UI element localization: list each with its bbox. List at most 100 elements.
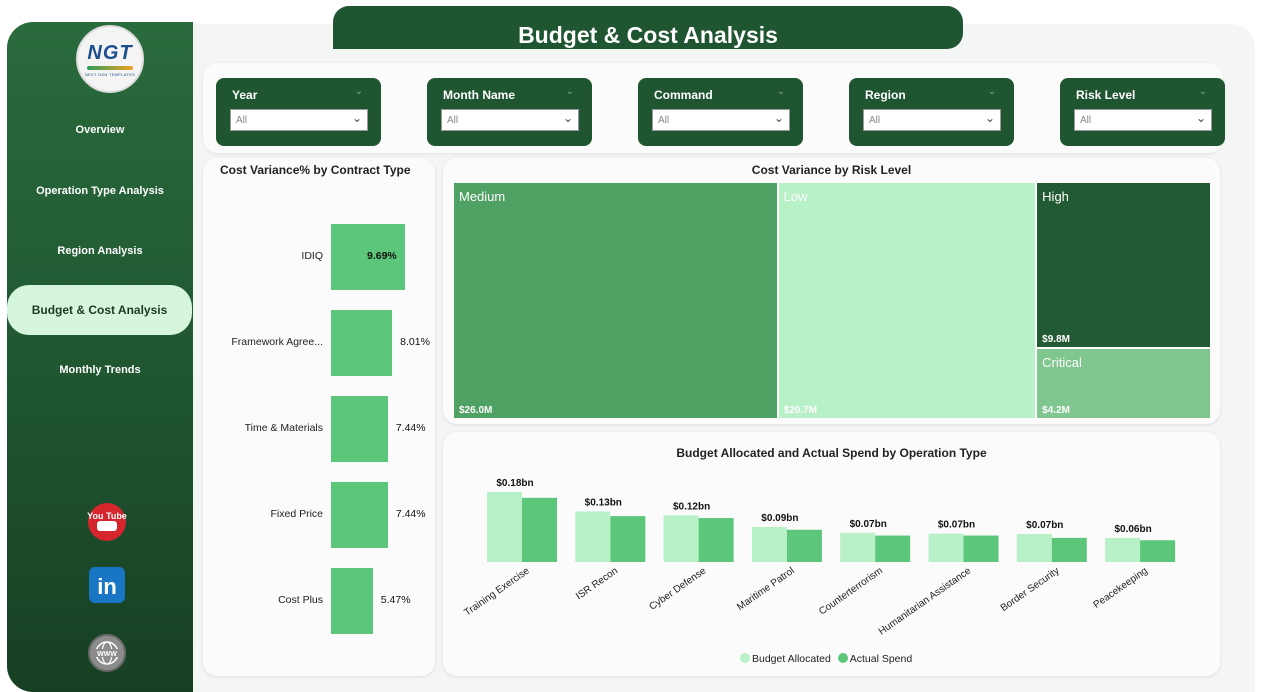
slicer-risk-level: Risk Level ⌄ All ⌄	[1060, 78, 1225, 146]
slicer-label: Month Name	[443, 88, 515, 102]
budget-allocated-bar[interactable]	[840, 532, 876, 562]
budget-vs-spend-card: Budget Allocated and Actual Spend by Ope…	[443, 432, 1220, 676]
legend-budget-label: Budget Allocated	[752, 653, 831, 665]
nav-region-analysis[interactable]: Region Analysis	[57, 245, 143, 257]
treemap-cell-critical[interactable]: Critical $4.2M	[1037, 348, 1210, 418]
contract-value-label: 5.47%	[380, 594, 411, 606]
contract-bar[interactable]	[331, 310, 393, 376]
treemap-cell-medium[interactable]: Medium $26.0M	[454, 183, 777, 418]
chevron-down-icon: ⌄	[1195, 111, 1206, 125]
actual-spend-bar[interactable]	[786, 529, 822, 562]
budget-allocated-bar[interactable]	[575, 511, 611, 562]
legend-budget-swatch	[740, 653, 750, 663]
treemap-cell-name: Low	[783, 189, 808, 204]
linkedin-icon[interactable]: in	[87, 565, 127, 605]
treemap-cell-value: $26.0M	[459, 405, 493, 416]
contract-value-label: 7.44%	[395, 422, 426, 434]
nav-operation-type-analysis[interactable]: Operation Type Analysis	[36, 185, 164, 197]
treemap-cell-name: High	[1042, 189, 1069, 204]
chevron-down-icon[interactable]: ⌄	[776, 86, 785, 97]
treemap-cell-value: $4.2M	[1042, 404, 1070, 416]
group-total-label: $0.07bn	[1026, 520, 1063, 531]
budget-allocated-bar[interactable]	[751, 527, 787, 562]
dropdown-value: All	[236, 115, 248, 126]
group-total-label: $0.06bn	[1114, 524, 1151, 535]
nav-monthly-trends[interactable]: Monthly Trends	[59, 364, 141, 376]
chevron-down-icon: ⌄	[773, 111, 784, 125]
treemap-cell-high[interactable]: High $9.8M	[1037, 183, 1210, 347]
website-label: WWW	[97, 651, 117, 658]
actual-spend-bar[interactable]	[1051, 537, 1087, 562]
operation-type-tick-label: Maritime Patrol	[735, 565, 796, 613]
group-total-label: $0.18bn	[496, 478, 533, 489]
logo-subtext: NEXT GEN TEMPLATES	[84, 71, 136, 77]
operation-type-tick-label: Cyber Defense	[647, 565, 708, 613]
chevron-down-icon[interactable]: ⌄	[354, 86, 363, 97]
operation-type-tick-label: Counterterrorism	[817, 565, 885, 617]
chart-legend: Budget Allocated Actual Spend	[740, 653, 912, 665]
contract-category-label: Framework Agree...	[231, 336, 323, 348]
nav-budget-cost-analysis[interactable]: Budget & Cost Analysis	[7, 285, 192, 335]
treemap-cell-value: $20.7M	[783, 405, 818, 416]
contract-bar[interactable]	[331, 482, 388, 548]
youtube-icon[interactable]: You Tube	[87, 502, 127, 542]
operation-type-tick-label: ISR Recon	[574, 565, 620, 602]
actual-spend-bar[interactable]	[963, 535, 999, 562]
actual-spend-bar[interactable]	[610, 516, 646, 562]
youtube-label: You Tube	[87, 511, 127, 521]
risk-chart-title: Cost Variance by Risk Level	[751, 163, 912, 177]
contract-bar[interactable]	[331, 396, 388, 462]
chevron-down-icon: ⌄	[984, 111, 995, 125]
budget-allocated-bar[interactable]	[663, 515, 699, 562]
contract-value-label: 9.69%	[367, 250, 397, 262]
budget-allocated-bar[interactable]	[1105, 537, 1141, 562]
ngt-logo: NGT NEXT GEN TEMPLATES	[76, 25, 144, 93]
logo-swoosh	[87, 65, 133, 70]
contract-bar[interactable]	[331, 568, 373, 634]
contract-category-label: Time & Materials	[244, 422, 323, 434]
website-icon[interactable]: WWW	[87, 633, 127, 673]
actual-spend-bar[interactable]	[875, 535, 911, 562]
budget-allocated-bar[interactable]	[928, 533, 964, 562]
contract-category-label: IDIQ	[301, 250, 323, 262]
contract-value-label: 8.01%	[400, 336, 430, 348]
chevron-down-icon[interactable]: ⌄	[565, 86, 574, 97]
actual-spend-bar[interactable]	[1140, 540, 1176, 562]
treemap-cell-name: Medium	[459, 189, 506, 204]
operation-type-tick-label: Border Security	[999, 565, 1062, 614]
legend-actual-label: Actual Spend	[849, 653, 913, 665]
slicer-label: Region	[865, 88, 906, 102]
sidebar: NGT NEXT GEN TEMPLATES Overview Operatio…	[7, 22, 193, 692]
slicer-label: Year	[232, 88, 258, 102]
slicer-year: Year ⌄ All ⌄	[216, 78, 381, 146]
year-dropdown[interactable]: All ⌄	[230, 109, 368, 131]
operation-type-tick-label: Humanitarian Assistance	[877, 565, 974, 637]
page-title: Budget & Cost Analysis	[333, 6, 963, 49]
region-dropdown[interactable]: All ⌄	[863, 109, 1001, 131]
actual-spend-bar[interactable]	[698, 518, 734, 562]
linkedin-label: in	[97, 574, 117, 599]
budget-vs-spend-chart: $0.18bn Training Exercise $0.13bn ISR Recon…	[462, 478, 1176, 638]
actual-spend-bar[interactable]	[522, 497, 557, 562]
dropdown-value: All	[447, 115, 459, 126]
dropdown-value: All	[1080, 115, 1092, 126]
command-dropdown[interactable]: All ⌄	[652, 109, 790, 131]
group-total-label: $0.12bn	[673, 501, 710, 512]
budget-allocated-bar[interactable]	[1016, 534, 1052, 562]
budget-allocated-bar[interactable]	[487, 492, 522, 562]
risk-level-dropdown[interactable]: All ⌄	[1074, 109, 1212, 131]
nav-overview[interactable]: Overview	[75, 124, 125, 136]
contract-chart-title: Cost Variance% by Contract Type	[220, 163, 411, 177]
chevron-down-icon[interactable]: ⌄	[1198, 86, 1207, 97]
month-name-dropdown[interactable]: All ⌄	[441, 109, 579, 131]
slicer-label: Risk Level	[1076, 88, 1136, 102]
dropdown-value: All	[658, 115, 670, 126]
group-total-label: $0.07bn	[938, 520, 975, 531]
contract-category-label: Fixed Price	[270, 508, 323, 520]
treemap-cell-value: $9.8M	[1042, 333, 1070, 345]
treemap-cell-low[interactable]: Low $20.7M	[778, 183, 1036, 418]
chevron-down-icon[interactable]: ⌄	[987, 86, 996, 97]
logo-text: NGT	[87, 41, 133, 64]
contract-bar[interactable]	[331, 224, 405, 290]
contract-category-label: Cost Plus	[278, 594, 323, 606]
